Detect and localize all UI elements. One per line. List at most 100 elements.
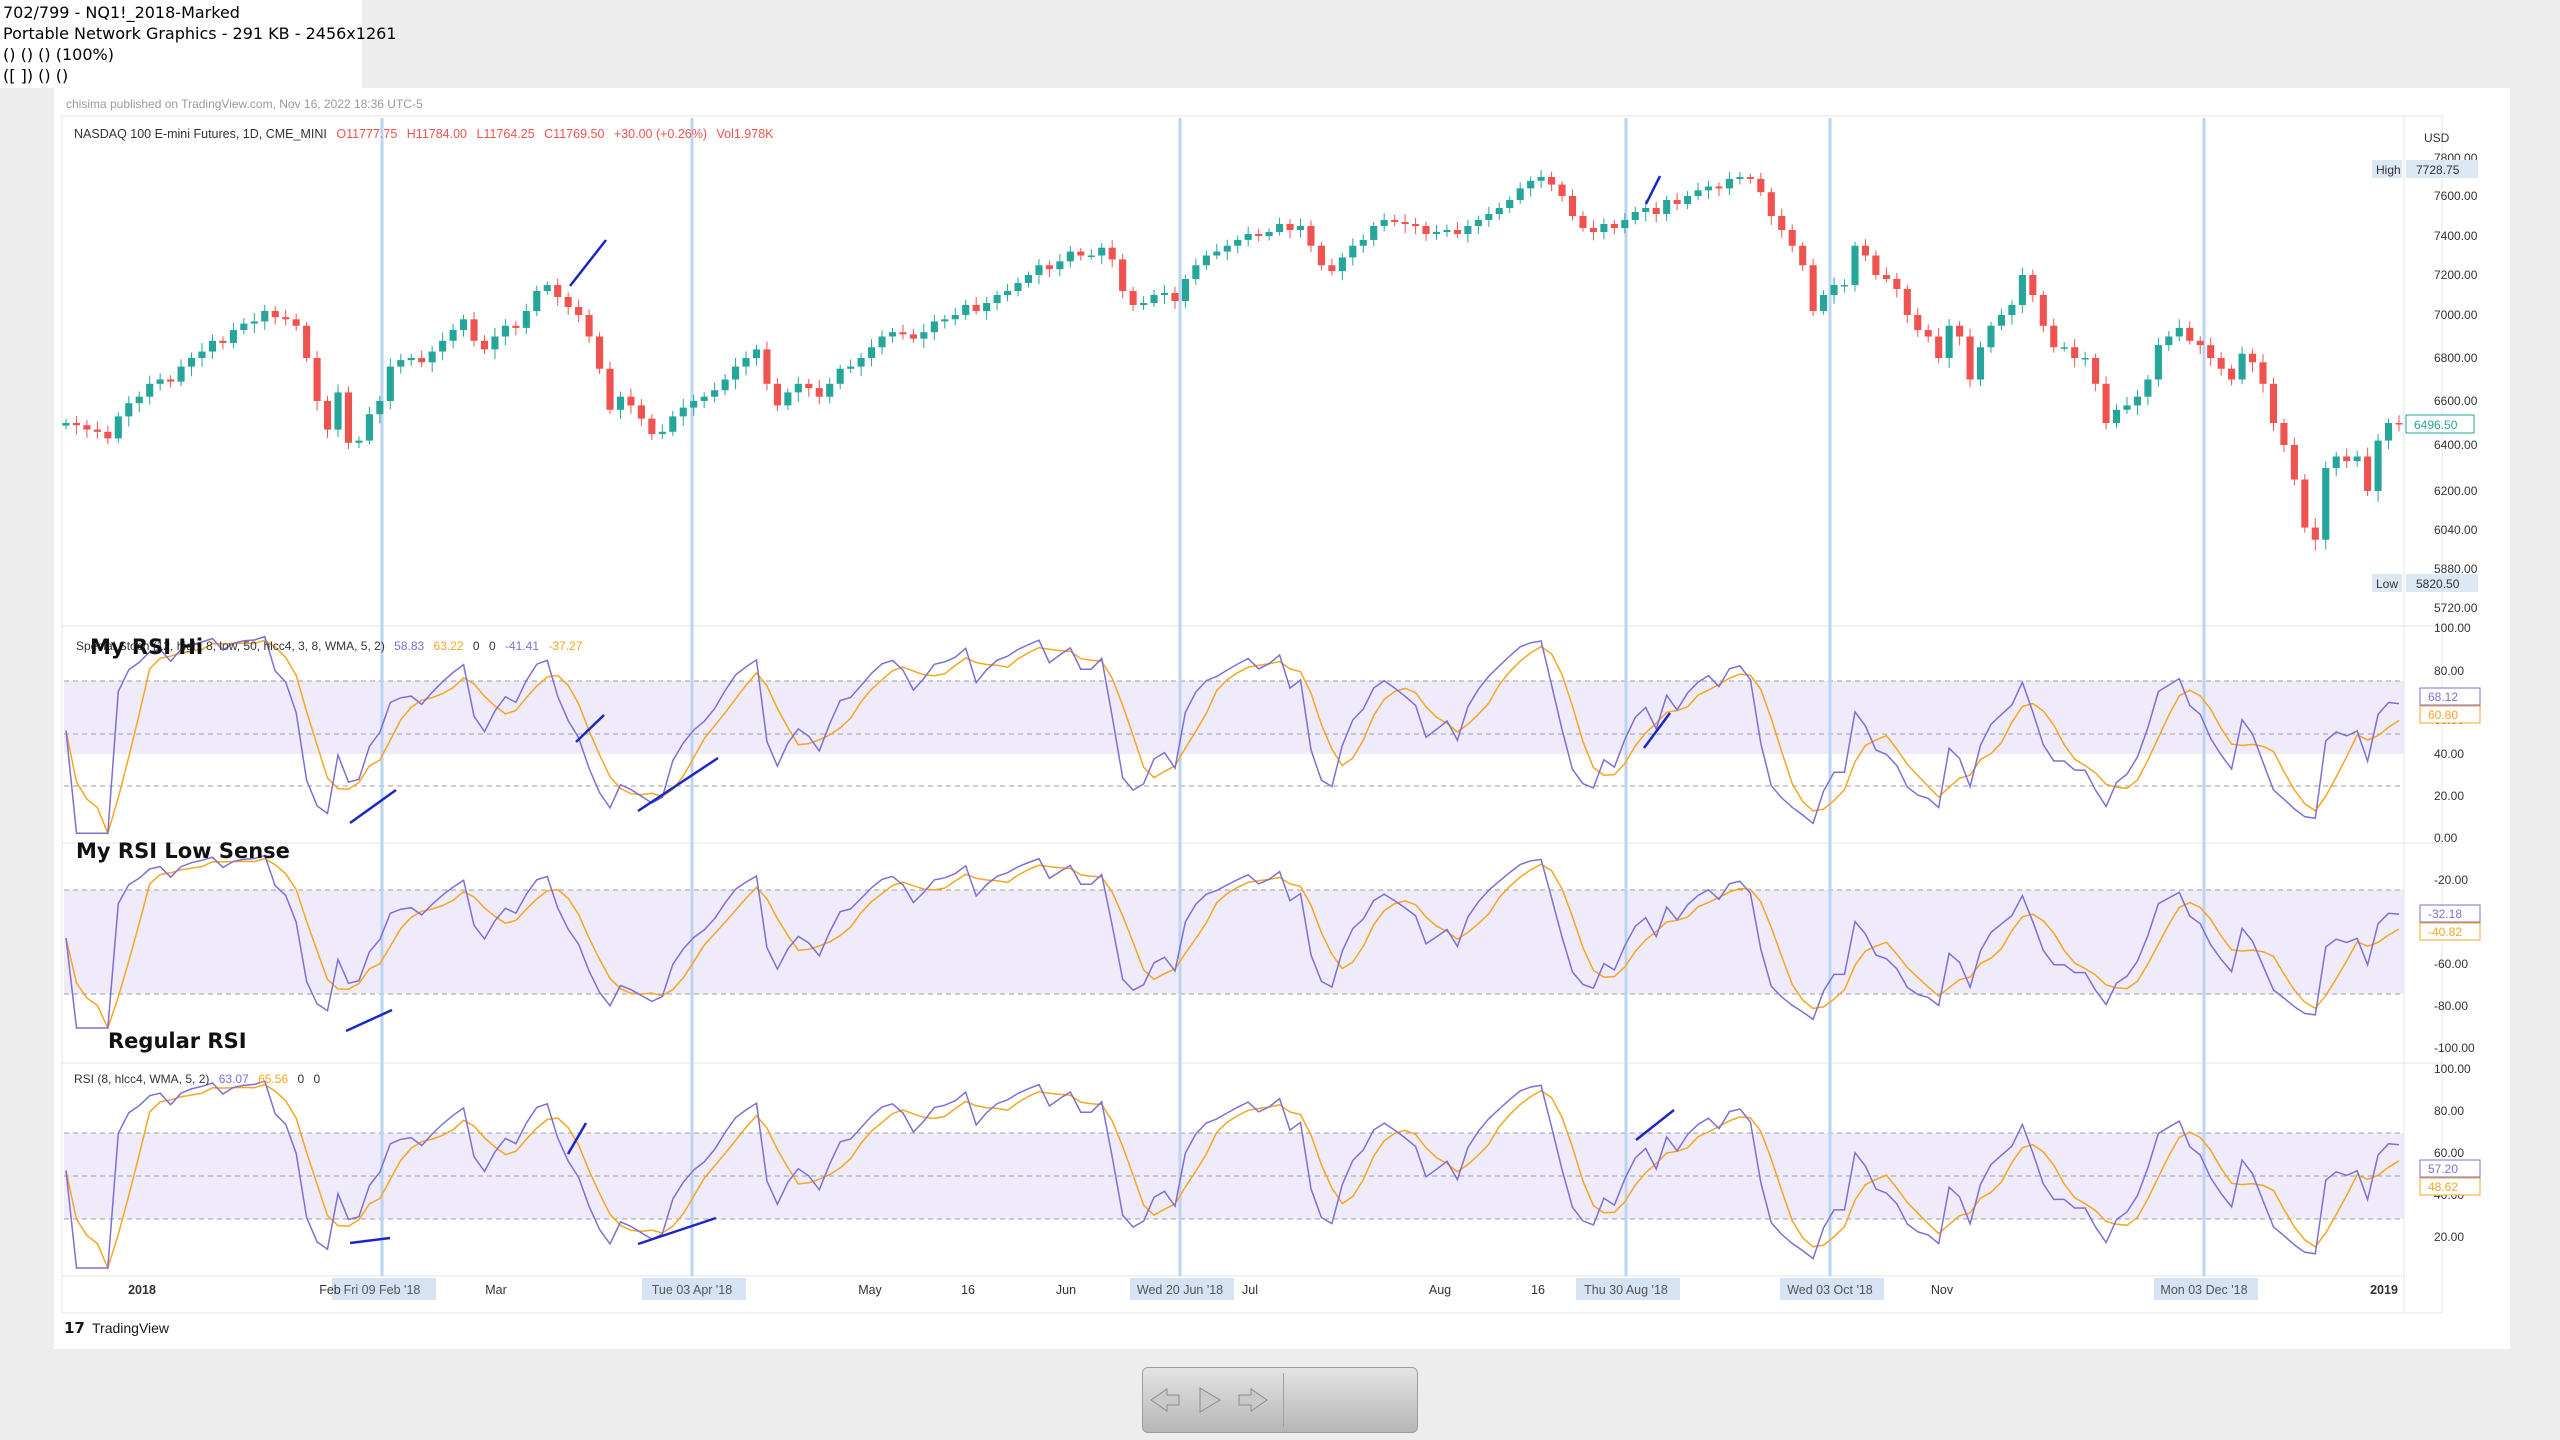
candle-body	[784, 392, 792, 406]
candle-body	[114, 416, 122, 439]
candle-body	[439, 340, 447, 352]
panel1-tick: 100.00	[2434, 621, 2471, 635]
osc-last-badge	[2419, 1159, 2481, 1178]
ohlc-high: H11784.00	[407, 127, 467, 141]
osc-last-value: -40.82	[2428, 925, 2462, 939]
panel1-title: My RSI Hi	[90, 635, 203, 659]
candle-body	[292, 319, 300, 326]
time-tick: Jul	[1242, 1283, 1258, 1297]
candle-body	[2228, 368, 2236, 380]
panel1-tick: 40.00	[2434, 747, 2464, 761]
candle-body	[1119, 259, 1127, 291]
candle-body	[344, 392, 353, 443]
viewer-nav-bar	[1142, 1367, 1418, 1433]
candle-body	[303, 325, 311, 358]
cursor-date-bg	[1130, 1278, 1234, 1300]
candle-body	[1861, 245, 1870, 256]
price-tick: 5720.00	[2434, 601, 2478, 615]
candle-body	[1066, 251, 1074, 262]
candle-body	[2102, 383, 2110, 423]
time-tick: Mar	[485, 1283, 507, 1297]
cursor-date-label: Tue 03 Apr '18	[652, 1283, 732, 1297]
candle-body	[1966, 336, 1974, 380]
panel1-legend[interactable]: Special Stoch (12, high, 8, low, 50, hlc…	[76, 639, 583, 653]
candle-body	[1171, 293, 1179, 301]
low-badge-bg	[2372, 574, 2402, 592]
candle-body	[1694, 190, 1702, 196]
candle-body	[187, 358, 196, 367]
panel2-band	[64, 890, 2404, 994]
candle-body	[909, 334, 917, 339]
price-tick: 6400.00	[2434, 438, 2478, 452]
osc-last-value: 48.62	[2428, 1180, 2458, 1194]
osc-last-value: 68.12	[2428, 690, 2458, 704]
price-tick: 5880.00	[2434, 562, 2478, 576]
candle-body	[1527, 180, 1535, 189]
candle-body	[2154, 345, 2162, 380]
candle-body	[2071, 347, 2079, 358]
panel2-tick: -80.00	[2434, 999, 2468, 1013]
candle-body	[386, 366, 394, 401]
high-label: High	[2376, 163, 2401, 177]
main-legend[interactable]: NASDAQ 100 E-mini Futures, 1D, CME_MINI …	[74, 127, 774, 141]
candle-body	[1485, 214, 1493, 220]
candle-body	[930, 321, 938, 333]
candle-body	[2060, 347, 2068, 349]
candle-body	[2259, 362, 2267, 384]
next-button[interactable]	[1231, 1372, 1275, 1428]
marker-6	[1642, 712, 1672, 749]
candle-body	[564, 297, 572, 307]
tv-brand-text: TradingView	[92, 1320, 170, 1336]
candle-body	[1684, 196, 1692, 204]
ohlc-change: +30.00 (+0.26%)	[614, 127, 707, 141]
candle-body	[1663, 200, 1671, 214]
divergence-markers	[345, 175, 1675, 1246]
tradingview-chart[interactable]: chisima published on TradingView.com, No…	[54, 88, 2510, 1349]
candle-body	[1809, 265, 1817, 311]
arrow-right-icon	[1238, 1388, 1268, 1412]
ohlc-low: L11764.25	[477, 127, 535, 141]
panel3-v1: 63.07	[219, 1072, 249, 1086]
candle-body	[219, 340, 227, 343]
candle-body	[1704, 186, 1713, 191]
candle-body	[1213, 251, 1221, 256]
candle-body	[2311, 527, 2319, 540]
time-axis[interactable]: Fri 09 Feb '18 Tue 03 Apr '18 Wed 20 Jun '…	[128, 1278, 2398, 1300]
candle-body	[1286, 224, 1294, 230]
candle-body	[1223, 245, 1231, 252]
candle-body	[1422, 226, 1430, 234]
tradingview-logo[interactable]: 𝟭𝟳 TradingView	[64, 1320, 170, 1337]
candle-body	[2217, 358, 2225, 369]
time-tick: Jun	[1056, 1283, 1076, 1297]
oscillator-series	[65, 635, 2400, 1271]
candle-body	[878, 336, 886, 348]
candle-body	[1140, 303, 1148, 305]
panel2-tick: -60.00	[2434, 957, 2468, 971]
candle-body	[2029, 275, 2037, 295]
play-button[interactable]	[1187, 1372, 1231, 1428]
previous-button[interactable]	[1143, 1372, 1187, 1428]
candle-body	[1129, 291, 1137, 305]
candle-body	[1098, 247, 1106, 256]
candle-body	[1349, 245, 1357, 258]
candle-body	[2384, 423, 2393, 441]
panel3-tick: 80.00	[2434, 1104, 2464, 1118]
candle-body	[261, 311, 269, 322]
candle-body	[1767, 192, 1775, 216]
price-tick: 7000.00	[2434, 308, 2478, 322]
candle-body	[1317, 245, 1325, 266]
candle-body	[2175, 327, 2183, 337]
marker-7	[345, 1008, 393, 1033]
oscillator-axes[interactable]: 100.00 80.00 60.00 40.00 20.00 0.00 -20.00 -40.…	[2419, 621, 2481, 1244]
candle-body	[836, 368, 844, 384]
candle-body	[1924, 330, 1932, 337]
panel3-legend[interactable]: RSI (8, hlcc4, WMA, 5, 2) 63.07 65.56 0 …	[74, 1072, 321, 1086]
high-value-bg	[2406, 160, 2478, 178]
candle-body	[1893, 279, 1901, 289]
price-axis[interactable]: 7800.007600.007400.007200.007000.006800.…	[2434, 151, 2478, 615]
candle-body	[637, 405, 645, 419]
candle-body	[1872, 255, 1880, 275]
candle-body	[1725, 178, 1733, 189]
candle-body	[1265, 232, 1273, 236]
time-tick: Nov	[1931, 1283, 1954, 1297]
